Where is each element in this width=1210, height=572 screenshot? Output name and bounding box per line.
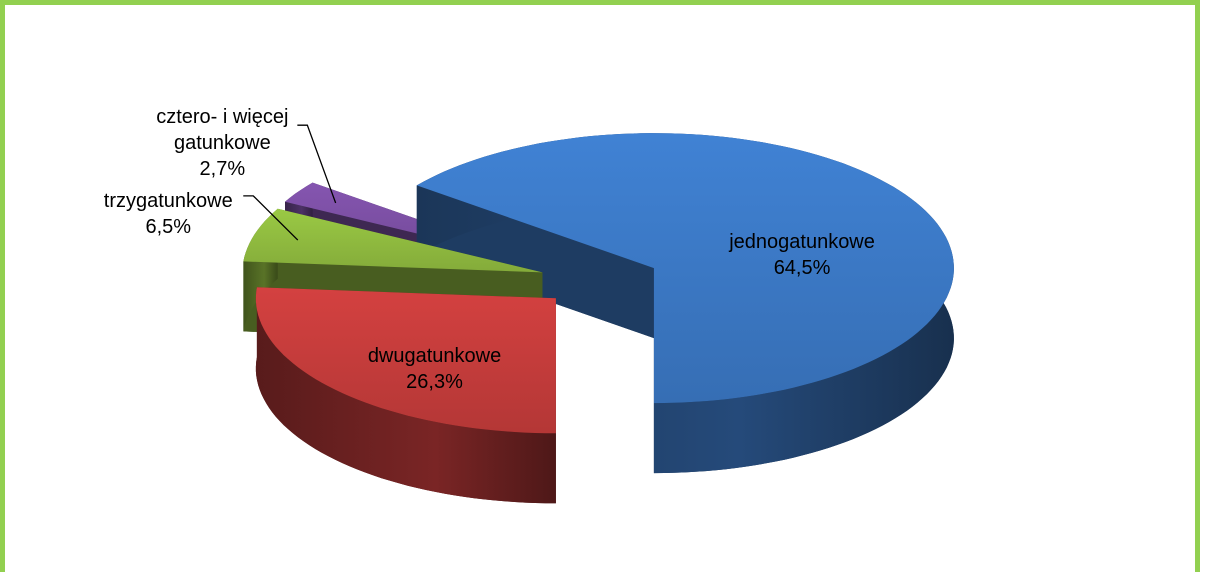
slice-top bbox=[255, 287, 556, 434]
slice-label: trzygatunkowe bbox=[103, 189, 233, 212]
slice-side bbox=[255, 287, 556, 504]
slice-top bbox=[416, 133, 954, 404]
slice-top bbox=[243, 208, 543, 273]
slice-label: jednogatunkowe bbox=[729, 231, 875, 254]
slice-value-label: 2,7% bbox=[199, 158, 246, 181]
pie-slice bbox=[416, 133, 954, 474]
slice-value-label: 6,5% bbox=[145, 215, 192, 238]
slice-label: dwugatunkowe bbox=[367, 344, 502, 367]
slice-label: cztero- i więcej gatunkowe bbox=[156, 106, 289, 155]
pie-slice bbox=[255, 287, 556, 504]
leader-line bbox=[243, 195, 299, 241]
leader-line bbox=[297, 124, 337, 204]
slice-value-label: 64,5% bbox=[773, 257, 831, 280]
slice-value-label: 26,3% bbox=[406, 370, 463, 393]
